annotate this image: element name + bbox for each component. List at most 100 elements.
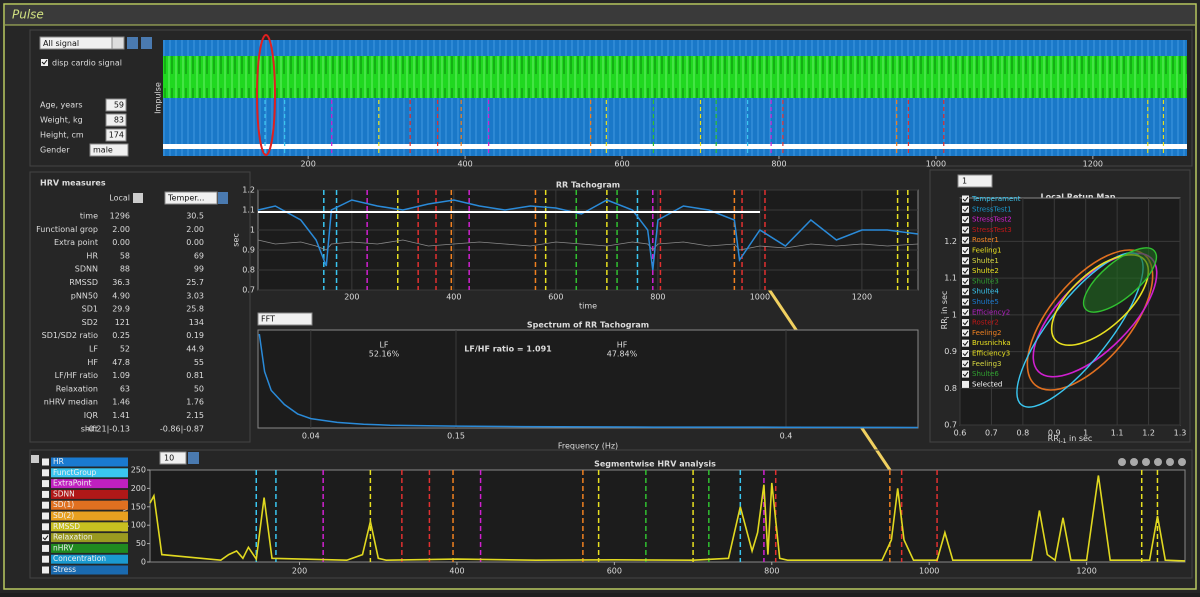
legend-checkbox[interactable] [962, 216, 969, 224]
tool-icon[interactable] [1118, 458, 1126, 466]
legend-checkbox[interactable] [962, 329, 969, 337]
field-box [105, 113, 127, 127]
dropdown-arrow[interactable] [111, 36, 125, 50]
label-part: RR [1048, 434, 1060, 443]
y-tick-label: 0.7 [242, 286, 255, 295]
x-tick-label: 800 [771, 160, 786, 169]
y-tick-label: 1.2 [944, 237, 957, 246]
compare-value: 2.00 [186, 225, 204, 234]
check-mark [962, 310, 969, 316]
indicator-checkbox[interactable] [42, 566, 49, 574]
x-tick-label: 1 [1083, 429, 1088, 438]
legend-entry: Roster1 [972, 236, 999, 244]
legend-checkbox[interactable] [962, 226, 969, 234]
x-tick-label: 400 [457, 160, 472, 169]
x-tick-label: 600 [548, 293, 563, 302]
legend-checkbox[interactable] [962, 298, 969, 306]
indicator-swatch [51, 522, 128, 532]
x-tick-label: 1200 [852, 293, 872, 302]
compare-value: 3.03 [186, 291, 204, 300]
y-tick-label: 0.9 [242, 246, 255, 255]
method-dropdown[interactable] [257, 312, 313, 326]
tool-icon[interactable] [1130, 458, 1138, 466]
download-button[interactable] [127, 37, 138, 49]
y-axis-label: RRi in sec [940, 291, 951, 330]
indicator-swatch [51, 500, 128, 510]
legend-checkbox[interactable] [962, 319, 969, 327]
indicator-label: SDNN [53, 489, 75, 498]
y-tick-label: 0.9 [944, 347, 957, 356]
legend-checkbox[interactable] [962, 267, 969, 275]
cardio-label: disp cardio signal [52, 59, 122, 68]
x-tick-label: 0.8 [1016, 429, 1029, 438]
indicator-checkbox[interactable] [42, 469, 49, 477]
save-button[interactable] [141, 37, 152, 49]
cardio-band [163, 56, 1187, 98]
legend-checkbox[interactable] [962, 277, 969, 285]
local-value: -0.21|-0.13 [86, 424, 130, 433]
indicator-checkbox[interactable] [42, 458, 49, 466]
measure-name: nHRV median [44, 398, 98, 407]
legend-checkbox[interactable] [962, 288, 969, 296]
measure-name: HR [86, 251, 98, 260]
y-tick-label: 200 [131, 484, 146, 493]
indicator-swatch [51, 479, 128, 489]
measure-name: IQR [84, 411, 99, 420]
indicator-checkbox[interactable] [42, 501, 49, 509]
legend-checkbox[interactable] [962, 350, 969, 357]
local-value: 47.8 [112, 358, 130, 367]
indicator-checkbox[interactable] [42, 523, 49, 531]
legend-entry: Roster2 [972, 319, 999, 327]
close-button[interactable] [31, 455, 39, 463]
indicator-checkbox[interactable] [42, 512, 49, 520]
local-button[interactable] [133, 193, 143, 203]
y-tick-label: 1.1 [242, 206, 255, 215]
indicator-label: Relaxation [53, 533, 93, 542]
y-tick-label: 150 [131, 502, 146, 511]
field-box [105, 98, 127, 112]
indicator-checkbox[interactable] [42, 480, 49, 488]
legend-checkbox[interactable] [962, 308, 969, 316]
check-mark [962, 227, 969, 233]
indicator-swatch [51, 533, 128, 543]
legend-checkbox[interactable] [962, 360, 969, 368]
compare-dropdown[interactable] [164, 191, 218, 205]
legend-checkbox[interactable] [962, 339, 969, 347]
legend-checkbox[interactable] [962, 195, 969, 203]
indicator-checkbox[interactable] [42, 544, 49, 552]
legend-checkbox[interactable] [962, 247, 969, 254]
check-mark [962, 217, 969, 223]
segment-line [149, 475, 1186, 562]
legend-checkbox[interactable] [962, 205, 969, 213]
lag-dropdown[interactable] [957, 174, 993, 188]
compare-value: 30.5 [186, 212, 204, 221]
legend-checkbox[interactable] [962, 380, 969, 388]
check-mark [962, 351, 969, 357]
legend-checkbox[interactable] [962, 370, 969, 378]
indicator-checkbox[interactable] [42, 534, 49, 542]
indicator-checkbox[interactable] [42, 555, 49, 563]
label-part: in sec [940, 291, 949, 317]
compare-value: 69 [194, 251, 204, 260]
legend-checkbox[interactable] [962, 257, 969, 265]
toolbar [1118, 458, 1186, 466]
window-dropdown[interactable] [159, 451, 187, 465]
local-value: 63 [120, 384, 130, 393]
legend-entry: Feeling2 [972, 329, 1001, 337]
compare-button[interactable] [218, 192, 228, 204]
rr-line [257, 199, 919, 271]
hf-label: HF [617, 341, 628, 350]
gender-dropdown[interactable] [89, 143, 129, 157]
hf-share: 47.84% [607, 350, 638, 359]
measure-name: SDNN [75, 265, 98, 274]
indicator-checkbox[interactable] [42, 490, 49, 498]
tool-icon[interactable] [1142, 458, 1150, 466]
tool-icon[interactable] [1166, 458, 1174, 466]
tool-icon[interactable] [1154, 458, 1162, 466]
x-tick-label: 1.2 [1142, 429, 1155, 438]
tool-icon[interactable] [1178, 458, 1186, 466]
segment-save[interactable] [188, 452, 199, 464]
field-value: 174 [109, 131, 124, 140]
legend-checkbox[interactable] [962, 236, 969, 244]
compare-value: 2.15 [186, 411, 204, 420]
